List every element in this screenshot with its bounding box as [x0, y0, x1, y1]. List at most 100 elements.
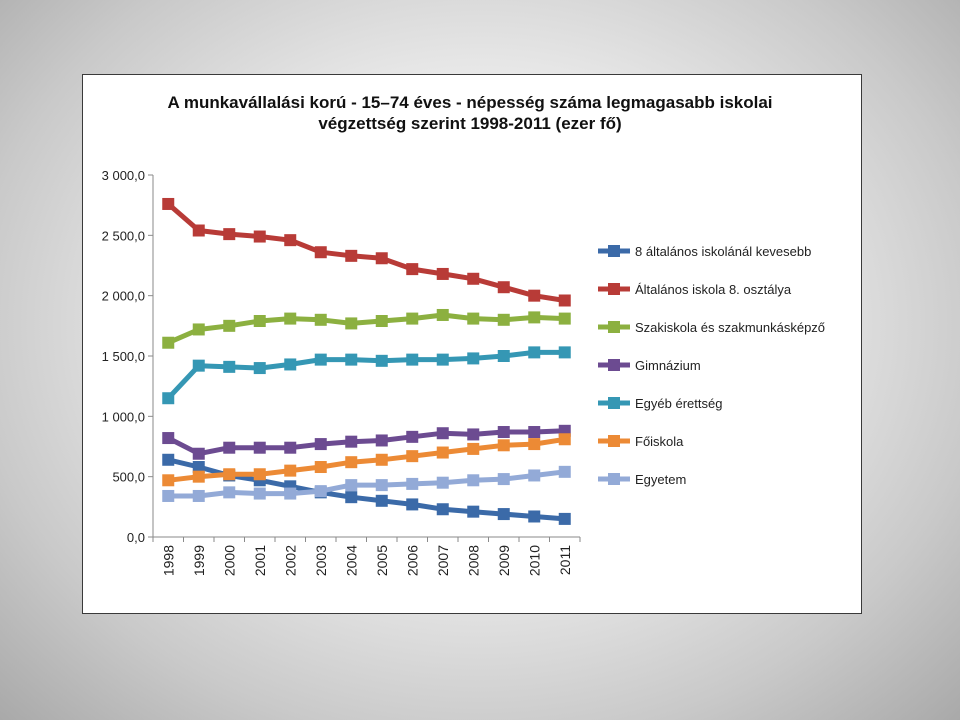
data-point-marker: [436, 503, 449, 516]
data-point-marker: [223, 468, 236, 481]
data-point-marker: [192, 461, 205, 474]
data-point-marker: [467, 442, 480, 455]
data-point-marker: [436, 353, 449, 366]
data-point-marker: [345, 479, 358, 492]
data-point-marker: [375, 453, 388, 466]
data-point-marker: [436, 427, 449, 440]
data-point-marker: [528, 510, 541, 523]
axes: 0,0 500,0 1 000,0 1 500,0 2 000,0 2 500,0 3 00…: [102, 168, 581, 576]
data-point-marker: [314, 313, 327, 326]
data-point-marker: [162, 392, 175, 405]
data-point-marker: [375, 494, 388, 507]
legend-item: Általános iskola 8. osztálya: [598, 282, 792, 297]
data-point-marker: [253, 230, 266, 243]
x-tick-label: 2010: [526, 545, 542, 576]
data-point-marker: [345, 456, 358, 469]
data-point-marker: [406, 498, 419, 511]
data-point-marker: [345, 353, 358, 366]
data-point-marker: [467, 474, 480, 487]
data-point-marker: [467, 505, 480, 518]
legend-item: Gimnázium: [598, 358, 701, 373]
data-point-marker: [223, 486, 236, 499]
legend-swatch-marker: [608, 397, 620, 409]
data-point-marker: [497, 281, 510, 294]
series-3: [162, 308, 571, 349]
series-6: [162, 433, 571, 487]
x-tick-label: 2007: [435, 545, 451, 576]
data-point-marker: [558, 346, 571, 359]
legend-item: Szakiskola és szakmunkásképző: [598, 320, 825, 335]
y-tick-label: 0,0: [127, 530, 145, 545]
data-point-marker: [436, 446, 449, 459]
y-tick-label: 1 500,0: [102, 349, 145, 364]
x-tick-label: 2008: [465, 545, 481, 576]
legend-label: Főiskola: [635, 434, 684, 449]
data-point-marker: [162, 432, 175, 445]
x-tick-label: 2011: [557, 545, 573, 575]
data-point-marker: [528, 346, 541, 359]
data-point-marker: [192, 447, 205, 460]
data-point-marker: [467, 272, 480, 285]
data-point-marker: [436, 267, 449, 280]
legend-label: Egyéb érettség: [635, 396, 722, 411]
x-tick-label: 2004: [343, 545, 359, 576]
data-point-marker: [284, 312, 297, 325]
data-point-marker: [528, 289, 541, 302]
data-point-marker: [162, 474, 175, 487]
data-point-marker: [223, 441, 236, 454]
data-point-marker: [192, 470, 205, 483]
legend-label: Egyetem: [635, 472, 686, 487]
data-point-marker: [192, 224, 205, 237]
data-point-marker: [497, 508, 510, 521]
data-point-marker: [497, 439, 510, 452]
data-point-marker: [558, 294, 571, 307]
data-point-marker: [406, 353, 419, 366]
data-point-marker: [223, 360, 236, 373]
legend-label: Szakiskola és szakmunkásképző: [635, 320, 825, 335]
x-tick-label: 2003: [313, 545, 329, 576]
data-point-marker: [528, 311, 541, 324]
data-point-marker: [497, 473, 510, 486]
data-point-marker: [497, 313, 510, 326]
chart-frame: A munkavállalási korú - 15–74 éves - nép…: [82, 74, 862, 614]
data-point-marker: [345, 435, 358, 448]
x-tick-label: 2005: [374, 545, 390, 576]
data-point-marker: [223, 319, 236, 332]
data-point-marker: [314, 246, 327, 259]
data-point-marker: [406, 263, 419, 276]
data-point-marker: [375, 434, 388, 447]
data-point-marker: [406, 450, 419, 463]
x-tick-label: 1998: [160, 545, 176, 576]
data-point-marker: [253, 487, 266, 500]
data-point-marker: [467, 428, 480, 441]
x-tick-label: 2002: [282, 545, 298, 576]
legend-swatch-marker: [608, 359, 620, 371]
data-point-marker: [253, 441, 266, 454]
data-point-marker: [162, 453, 175, 466]
data-point-marker: [314, 438, 327, 451]
data-point-marker: [192, 323, 205, 336]
y-tick-label: 500,0: [112, 470, 145, 485]
legend-swatch-marker: [608, 283, 620, 295]
x-tick-label: 2000: [221, 545, 237, 576]
x-tick-label: 2001: [252, 545, 268, 576]
data-point-marker: [162, 336, 175, 349]
data-point-marker: [497, 350, 510, 362]
data-point-marker: [284, 358, 297, 371]
series-5: [162, 346, 571, 405]
data-point-marker: [558, 512, 571, 525]
series-group: [162, 197, 571, 525]
data-point-marker: [284, 487, 297, 500]
data-point-marker: [345, 491, 358, 504]
legend-label: Gimnázium: [635, 358, 701, 373]
data-point-marker: [192, 359, 205, 372]
legend-swatch-marker: [608, 435, 620, 447]
legend-item: Egyéb érettség: [598, 396, 722, 411]
x-tick-label: 1999: [191, 545, 207, 576]
legend-swatch-marker: [608, 473, 620, 485]
data-point-marker: [223, 228, 236, 241]
data-point-marker: [314, 485, 327, 498]
data-point-marker: [467, 352, 480, 365]
legend: 8 általános iskolánál kevesebb Általános …: [598, 244, 825, 487]
x-tick-label: 2009: [496, 545, 512, 576]
